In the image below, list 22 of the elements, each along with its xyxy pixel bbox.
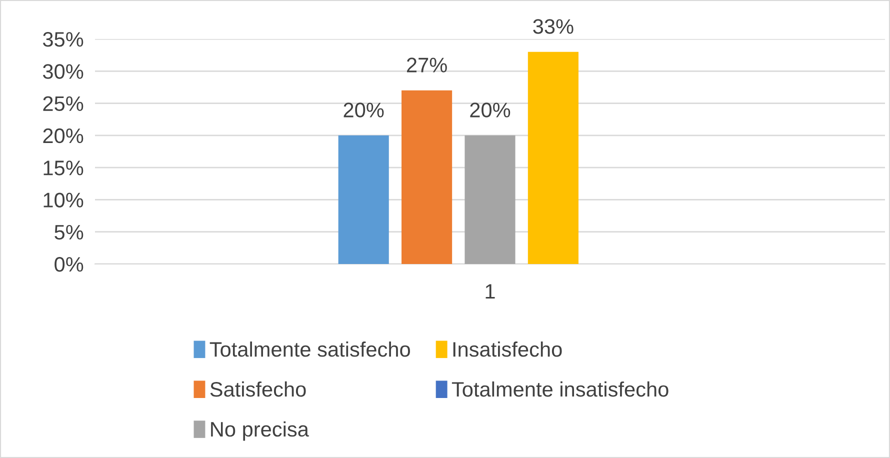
- bar: [464, 135, 516, 264]
- legend-label: Insatisfecho: [453, 341, 562, 357]
- y-tick-label: 0%: [54, 257, 84, 272]
- bar: [338, 135, 389, 264]
- y-tick-label: 15%: [44, 160, 84, 176]
- y-tick-label: 20%: [43, 128, 84, 144]
- legend-label: Totalmente insatisfecho: [452, 381, 668, 397]
- y-tick-label: 25%: [43, 96, 84, 112]
- legend-label: No precisa: [211, 421, 309, 441]
- data-label: 20%: [470, 102, 510, 118]
- data-label: 20%: [344, 102, 384, 118]
- legend-label: Totalmente satisfecho: [210, 341, 410, 357]
- data-label: 27%: [407, 58, 447, 72]
- y-tick-label: 5%: [54, 224, 84, 240]
- y-tick-label: 10%: [44, 192, 84, 208]
- x-tick-label: 1: [486, 284, 495, 299]
- bar: [402, 90, 452, 264]
- y-tick-label: 35%: [42, 32, 84, 47]
- bar: [528, 52, 578, 264]
- y-tick-label: 30%: [42, 64, 84, 79]
- data-label: 33%: [533, 19, 574, 34]
- legend-label: Satisfecho: [210, 381, 306, 397]
